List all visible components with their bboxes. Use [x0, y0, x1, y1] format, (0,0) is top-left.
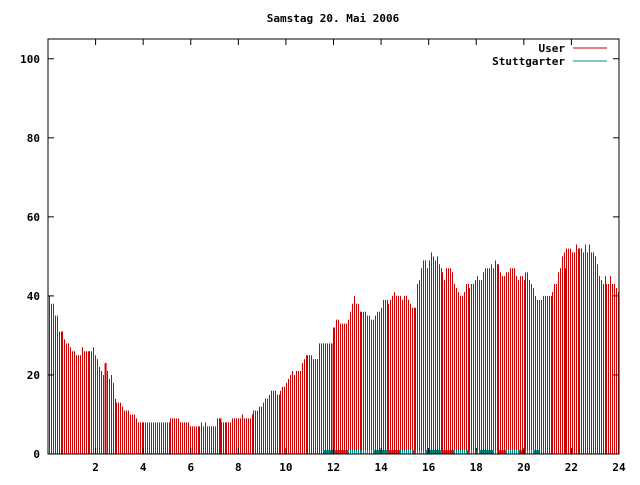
legend-label-user: User — [539, 42, 566, 55]
x-tick-label: 24 — [612, 461, 626, 474]
y-tick-label: 100 — [20, 53, 40, 66]
x-tick-label: 22 — [565, 461, 578, 474]
highlight-bar-1 — [219, 418, 222, 454]
y-tick-label: 0 — [33, 448, 40, 461]
y-tick-label: 60 — [27, 211, 40, 224]
x-tick-label: 2 — [92, 461, 99, 474]
y-tick-label: 20 — [27, 369, 40, 382]
x-tick-label: 16 — [422, 461, 436, 474]
y-tick-label: 80 — [27, 132, 40, 145]
y-tick-label: 40 — [27, 290, 40, 303]
x-tick-label: 18 — [470, 461, 483, 474]
x-tick-label: 8 — [235, 461, 242, 474]
chart-title: Samstag 20. Mai 2006 — [267, 12, 400, 25]
x-tick-label: 20 — [517, 461, 530, 474]
x-tick-label: 6 — [187, 461, 194, 474]
x-tick-label: 10 — [279, 461, 292, 474]
highlight-bar-0 — [104, 363, 107, 454]
x-tick-label: 14 — [374, 461, 388, 474]
legend-label-stuttgarter: Stuttgarter — [492, 55, 565, 68]
highlight-bar-3 — [564, 268, 567, 454]
x-tick-label: 4 — [140, 461, 147, 474]
highlight-bar-2 — [332, 343, 335, 454]
x-tick-label: 12 — [327, 461, 340, 474]
